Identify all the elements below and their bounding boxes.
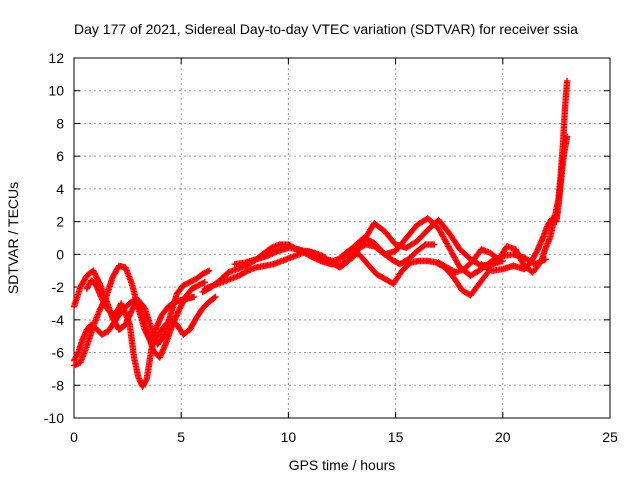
data-point <box>212 293 219 301</box>
y-tick-label: 10 <box>48 83 64 99</box>
data-point <box>204 268 211 275</box>
y-tick-label: -8 <box>52 377 65 393</box>
x-tick-label: 15 <box>388 429 404 445</box>
y-axis: -10 -8 -6 -4 -2 0 2 4 6 8 10 12 <box>44 50 610 426</box>
data-point <box>563 133 571 140</box>
y-tick-label: 8 <box>56 115 64 131</box>
data-points <box>70 77 571 391</box>
x-tick-label: 25 <box>602 429 618 445</box>
data-point <box>74 350 81 358</box>
series-track-3 <box>70 262 219 369</box>
y-axis-title: SDTVAR / TECUs <box>5 182 21 294</box>
x-tick-label: 5 <box>177 429 185 445</box>
series-track-10 <box>478 133 571 274</box>
y-tick-label: -2 <box>52 279 65 295</box>
data-point <box>563 77 571 85</box>
grid <box>74 58 610 418</box>
plot-frame <box>73 57 611 419</box>
y-tick-label: 6 <box>56 148 64 164</box>
data-point <box>142 376 150 384</box>
data-point <box>201 278 208 286</box>
y-tick-label: 12 <box>48 50 64 66</box>
series-track-4 <box>83 277 198 391</box>
data-point <box>430 241 438 248</box>
data-point <box>200 279 207 287</box>
data-point <box>211 294 218 301</box>
y-tick-label: 2 <box>56 214 64 230</box>
x-tick-label: 10 <box>281 429 297 445</box>
x-axis: 0 5 10 15 20 25 <box>70 58 618 445</box>
chart-title: Day 177 of 2021, Sidereal Day-to-day VTE… <box>74 21 578 37</box>
y-tick-label: -6 <box>52 345 65 361</box>
y-tick-label: 4 <box>56 181 64 197</box>
data-point <box>190 293 198 301</box>
data-point <box>483 270 491 277</box>
x-axis-title: GPS time / hours <box>289 457 396 473</box>
data-point <box>205 267 213 274</box>
y-tick-label: -10 <box>44 410 64 426</box>
y-tick-label: -4 <box>52 312 65 328</box>
y-tick-label: 0 <box>56 246 64 262</box>
x-tick-label: 0 <box>70 429 78 445</box>
x-tick-label: 20 <box>495 429 511 445</box>
